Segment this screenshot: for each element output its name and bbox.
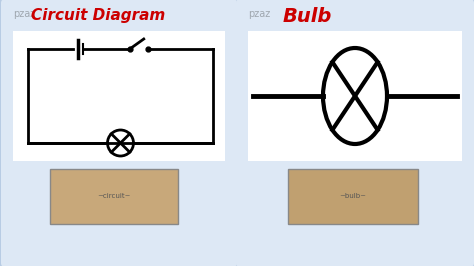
FancyBboxPatch shape xyxy=(248,31,462,161)
Text: Bulb: Bulb xyxy=(283,7,332,26)
Text: ~bulb~: ~bulb~ xyxy=(339,193,366,200)
FancyBboxPatch shape xyxy=(236,0,474,266)
FancyBboxPatch shape xyxy=(288,169,418,224)
Text: ~circuit~: ~circuit~ xyxy=(97,193,131,200)
Text: pzaz: pzaz xyxy=(248,9,270,19)
FancyBboxPatch shape xyxy=(13,31,225,161)
FancyBboxPatch shape xyxy=(50,169,178,224)
FancyBboxPatch shape xyxy=(1,0,237,266)
Text: Circuit Diagram: Circuit Diagram xyxy=(31,8,165,23)
Text: pzaz: pzaz xyxy=(13,9,35,19)
